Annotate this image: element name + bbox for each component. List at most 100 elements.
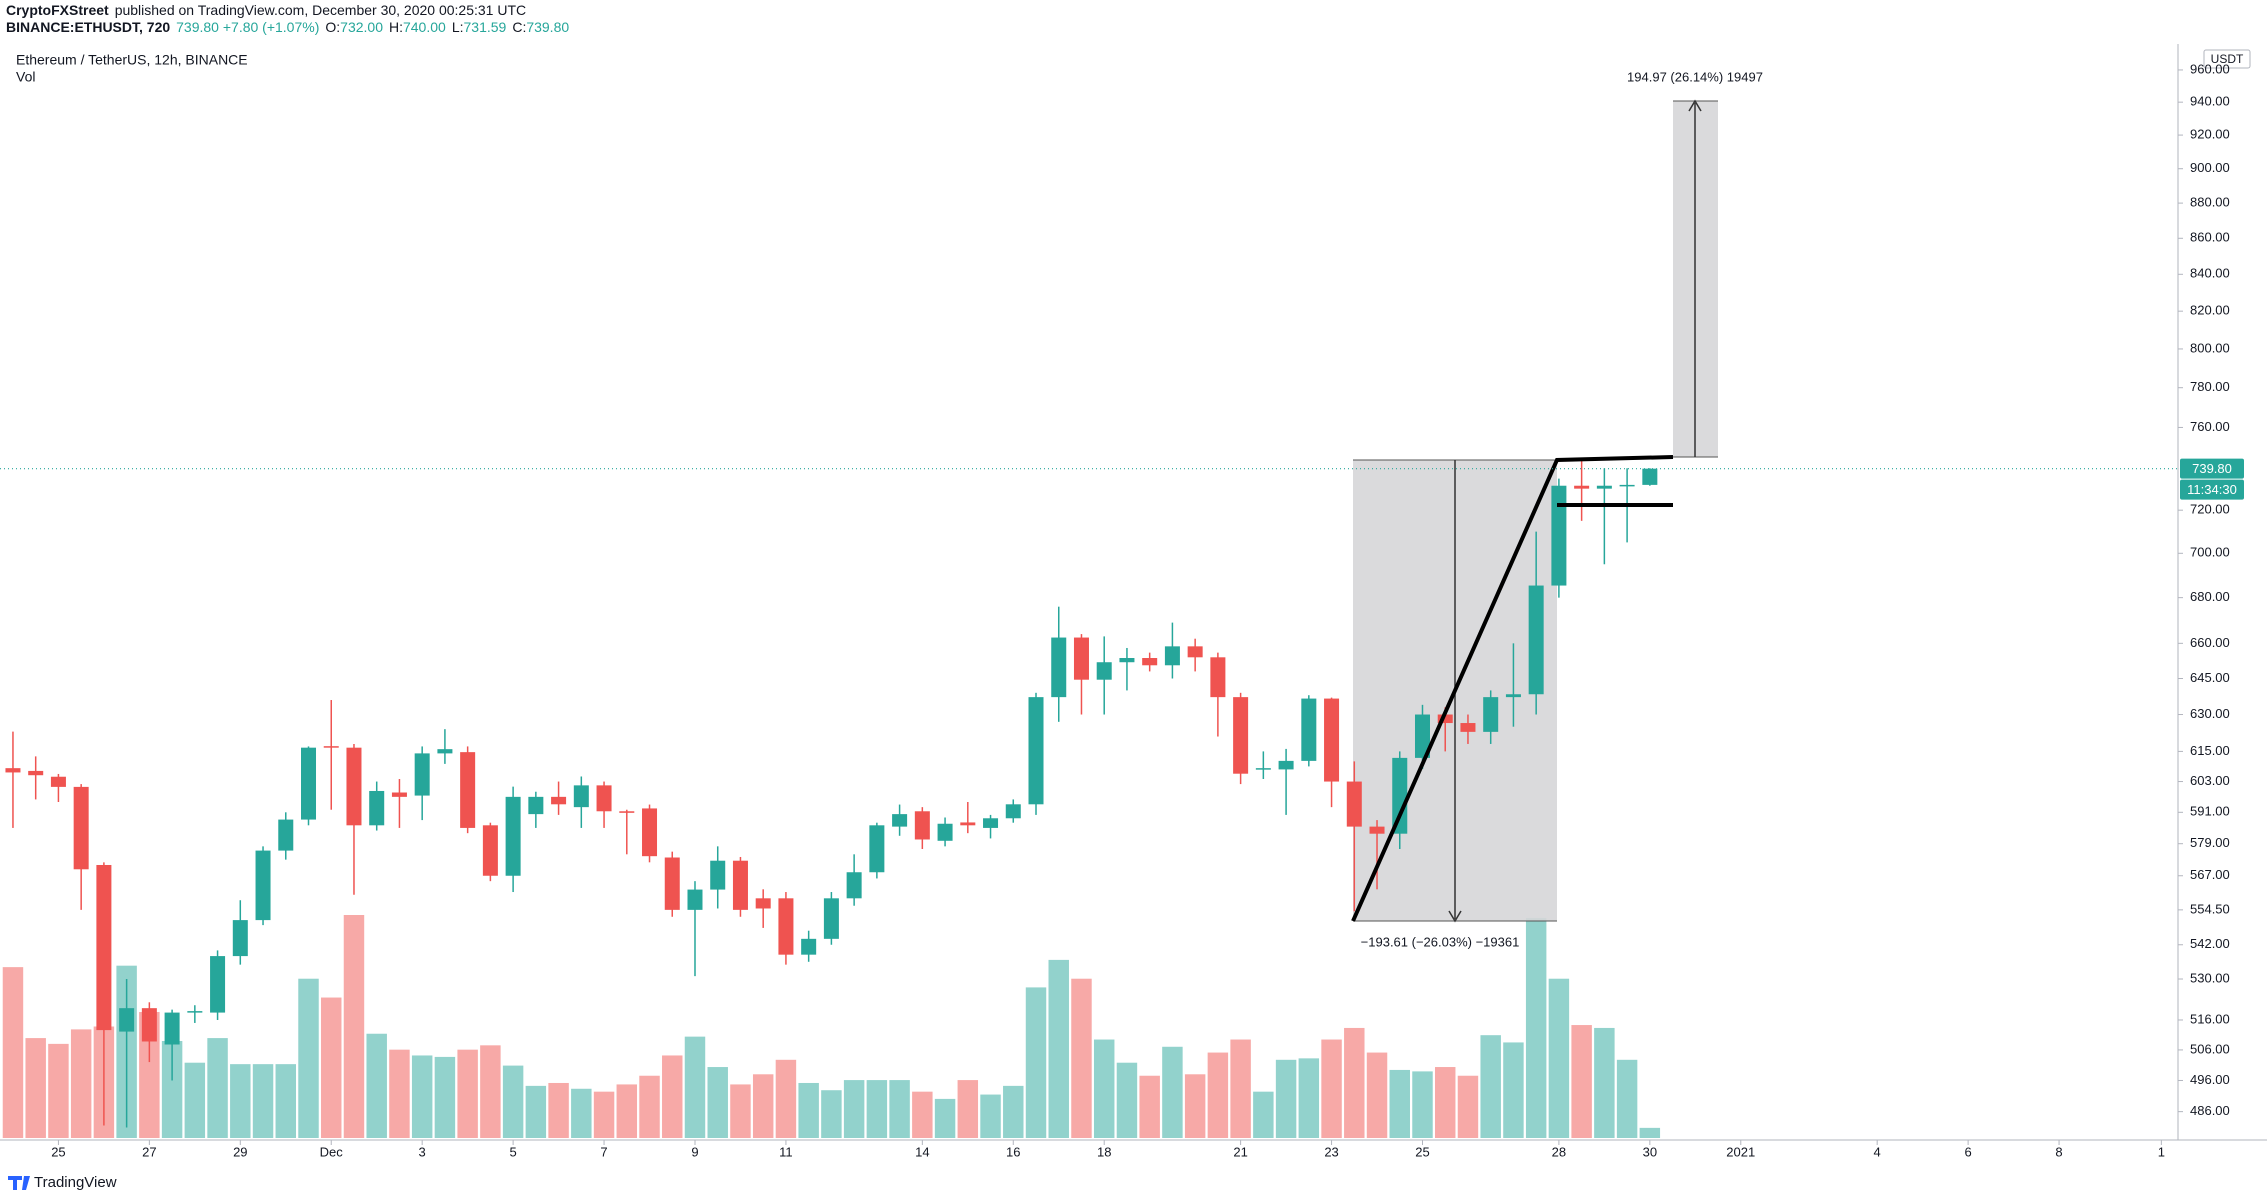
- chart-title: Ethereum / TetherUS, 12h, BINANCE: [16, 52, 248, 68]
- candle-body: [1324, 698, 1340, 782]
- candle-body: [391, 792, 407, 797]
- author[interactable]: CryptoFXStreet: [6, 2, 109, 18]
- candle-body: [437, 749, 453, 754]
- volume-bar: [571, 1088, 592, 1138]
- candle-body: [642, 808, 658, 857]
- volume-bar: [1571, 1025, 1592, 1138]
- candle-body: [1142, 658, 1158, 666]
- y-tick-label: 516.00: [2190, 1011, 2230, 1026]
- candle-body: [1051, 637, 1067, 698]
- candle-body: [1210, 657, 1226, 698]
- volume-bar: [662, 1055, 683, 1138]
- candle-body: [596, 785, 612, 812]
- y-tick-label: 496.00: [2190, 1072, 2230, 1087]
- volume-bar: [139, 1012, 160, 1138]
- x-tick-label: 27: [142, 1144, 156, 1159]
- candle-body: [1233, 697, 1249, 774]
- candle-body: [1642, 468, 1658, 485]
- volume-bar: [866, 1080, 888, 1138]
- volume-bar: [1639, 1127, 1661, 1138]
- y-tick-label: 960.00: [2190, 61, 2230, 76]
- brand-logo: [8, 1176, 30, 1190]
- volume-bar: [1184, 1074, 1206, 1138]
- volume-bar: [2, 967, 24, 1138]
- candle-body: [1528, 585, 1544, 695]
- volume-bar: [207, 1038, 228, 1138]
- x-tick-label: 25: [1415, 1144, 1429, 1159]
- volume-bar: [1344, 1027, 1365, 1138]
- candle-body: [5, 768, 21, 773]
- ohlc-key: C:: [512, 19, 527, 35]
- candle-body: [1437, 714, 1453, 724]
- candle-body: [1005, 804, 1021, 819]
- measure-label: −193.61 (−26.03%) −19361: [1361, 934, 1520, 949]
- candle-body: [619, 811, 635, 813]
- x-tick-label: 2021: [1726, 1144, 1755, 1159]
- candle-body: [460, 752, 476, 828]
- volume-bar: [912, 1091, 933, 1138]
- x-tick-label: 14: [915, 1144, 929, 1159]
- y-tick-label: 860.00: [2190, 230, 2230, 245]
- volume-bar: [1480, 1035, 1501, 1138]
- ohlc-key: O:: [325, 19, 341, 35]
- ohlc-value: 739.80: [526, 19, 570, 35]
- y-tick-label: 506.00: [2190, 1041, 2230, 1056]
- volume-bar: [889, 1080, 910, 1138]
- candle-body: [573, 785, 589, 808]
- unit-label: USDT: [2211, 52, 2244, 66]
- volume-bar: [821, 1090, 842, 1138]
- candle-body: [119, 1008, 135, 1032]
- ohlc-value: 740.00: [402, 19, 446, 35]
- y-tick-label: 760.00: [2190, 419, 2230, 434]
- candle-body: [528, 796, 544, 815]
- candle-body: [210, 956, 226, 1013]
- x-tick-label: 3: [419, 1144, 426, 1159]
- x-tick-label: Dec: [320, 1144, 344, 1159]
- volume-bar: [389, 1049, 410, 1138]
- volume-bar: [230, 1064, 251, 1138]
- y-tick-label: 940.00: [2190, 94, 2230, 109]
- candle-body: [1505, 694, 1521, 698]
- y-tick-label: 780.00: [2190, 379, 2230, 394]
- volume-bar: [275, 1064, 297, 1138]
- volume-bar: [616, 1084, 638, 1138]
- x-tick-label: 18: [1097, 1144, 1111, 1159]
- y-tick-label: 567.00: [2190, 867, 2230, 882]
- candle-body: [1392, 757, 1408, 834]
- volume-bar: [480, 1045, 501, 1138]
- y-tick-label: 579.00: [2190, 835, 2230, 850]
- volume-bar: [1298, 1058, 1320, 1138]
- volume-bar: [70, 1029, 92, 1138]
- volume-bar: [1116, 1062, 1138, 1138]
- ohlc: O:732.00 H:740.00 L:731.59 C:739.80: [325, 19, 575, 35]
- y-tick-label: 820.00: [2190, 303, 2230, 318]
- ohlc-value: 731.59: [463, 19, 507, 35]
- volume-bar: [1275, 1059, 1297, 1138]
- x-tick-label: 11: [779, 1144, 793, 1159]
- x-tick-label: 1: [2158, 1144, 2165, 1159]
- y-tick-label: 645.00: [2190, 670, 2230, 685]
- candle-body: [73, 786, 89, 870]
- candle-layer: [5, 460, 1658, 1128]
- candle-body: [1619, 484, 1635, 487]
- candle-body: [505, 796, 521, 876]
- x-tick-label: 25: [51, 1144, 65, 1159]
- volume-bar: [730, 1084, 751, 1138]
- volume-bar: [366, 1033, 387, 1138]
- x-tick-label: 28: [1552, 1144, 1566, 1159]
- volume-bar: [343, 915, 365, 1138]
- candle-body: [846, 872, 862, 899]
- candle-body: [1574, 485, 1590, 489]
- x-tick-label: 30: [1643, 1144, 1657, 1159]
- volume-bar: [502, 1065, 524, 1138]
- volume-label: Vol: [16, 69, 35, 85]
- volume-bar: [1071, 978, 1092, 1138]
- candle-body: [1028, 697, 1044, 805]
- flagpole-line: [1351, 455, 1674, 922]
- volume-bar: [1093, 1039, 1115, 1138]
- volume-bar: [1207, 1052, 1229, 1138]
- candle-body: [1278, 760, 1294, 770]
- volume-bar: [957, 1080, 979, 1138]
- volume-bar: [1412, 1071, 1433, 1138]
- brand-name: TradingView: [34, 1174, 117, 1191]
